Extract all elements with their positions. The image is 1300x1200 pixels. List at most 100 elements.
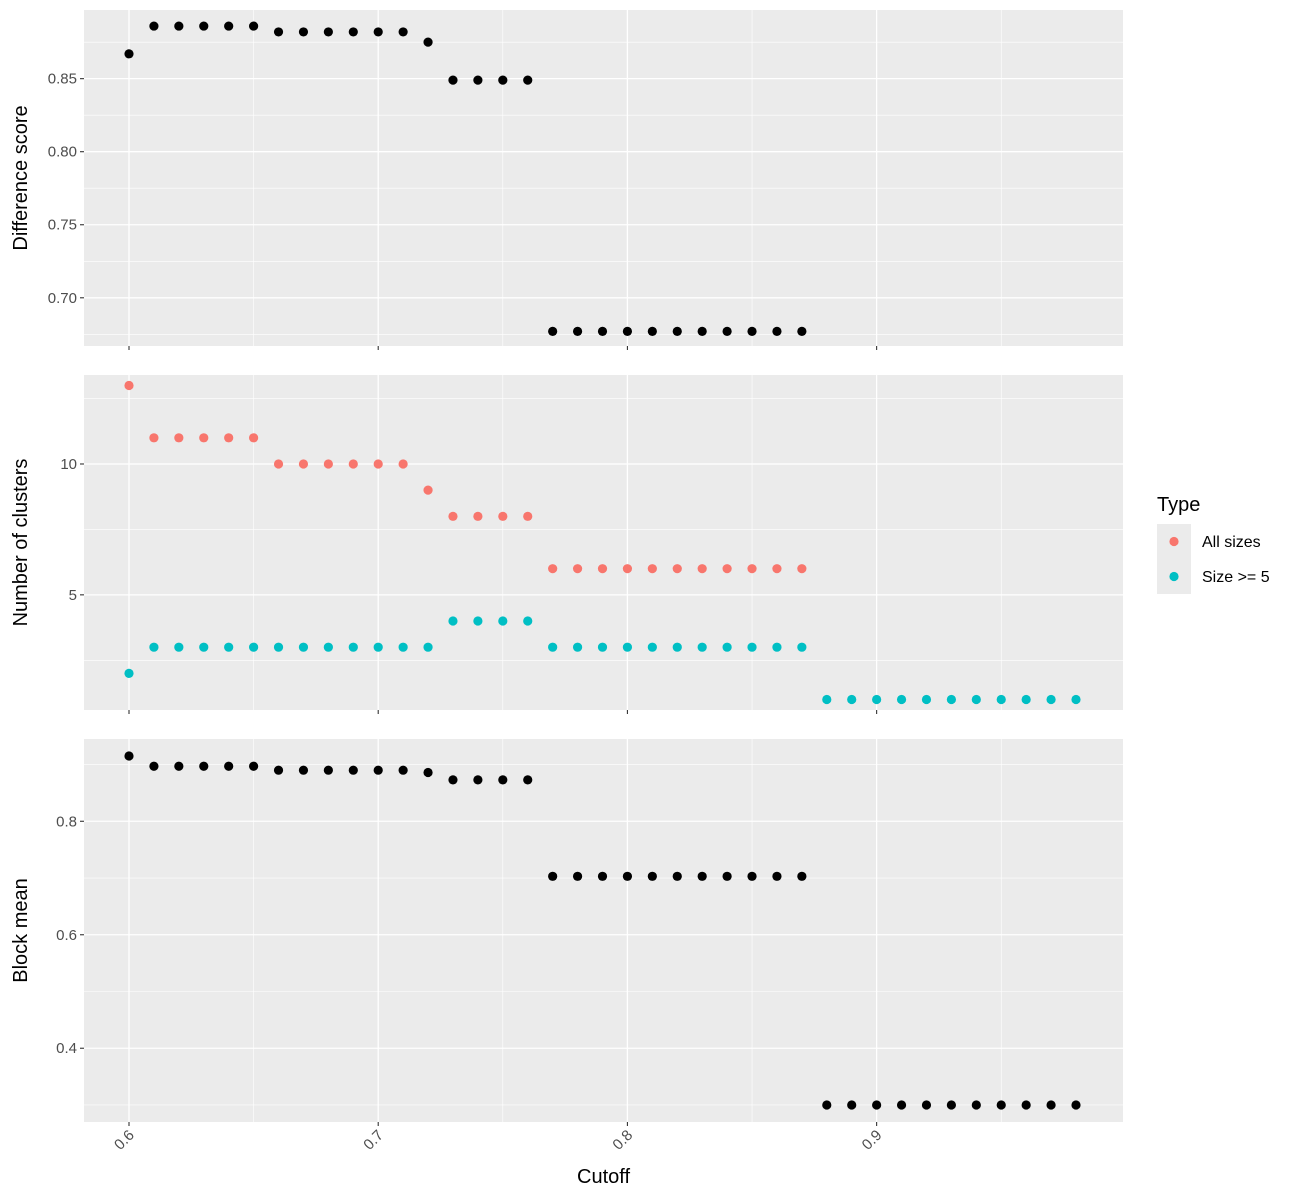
data-point xyxy=(946,1100,956,1110)
data-point xyxy=(448,511,458,521)
data-point xyxy=(572,642,583,652)
panel-background xyxy=(84,375,1123,710)
data-point xyxy=(523,775,533,785)
data-point xyxy=(149,642,159,652)
data-point xyxy=(423,767,433,778)
data-point xyxy=(597,564,608,574)
data-point xyxy=(872,1100,882,1110)
data-point xyxy=(348,765,358,775)
data-point xyxy=(124,49,134,59)
y-axis-title: Difference score xyxy=(10,105,32,250)
x-axis-title: Cutoff xyxy=(577,1166,630,1188)
data-point xyxy=(647,326,657,336)
data-point xyxy=(473,511,483,521)
panel-1: 0.70 0.75 0.80 0.85 Difference score xyxy=(10,10,1123,350)
data-point xyxy=(398,642,408,652)
data-point xyxy=(423,37,433,47)
data-point xyxy=(1021,1100,1031,1110)
data-point xyxy=(323,459,333,469)
data-point xyxy=(298,642,309,652)
data-point xyxy=(448,75,458,85)
data-point xyxy=(323,27,333,37)
data-point xyxy=(672,564,682,574)
data-point xyxy=(323,642,333,652)
data-point xyxy=(323,765,333,775)
data-point xyxy=(548,564,558,574)
data-point xyxy=(797,871,807,881)
data-point xyxy=(672,642,682,652)
legend-marker-size-ge-5 xyxy=(1169,571,1179,582)
data-point xyxy=(448,775,458,785)
data-point xyxy=(224,642,234,652)
data-point xyxy=(398,765,408,775)
data-point xyxy=(872,694,882,705)
data-point xyxy=(622,564,633,574)
x-tick-label: 0.7 xyxy=(360,1127,387,1154)
data-point xyxy=(1071,694,1081,705)
data-point xyxy=(174,761,184,771)
data-point xyxy=(199,642,209,652)
data-point xyxy=(722,871,732,881)
data-point xyxy=(996,1100,1006,1110)
data-point xyxy=(822,1100,832,1110)
data-point xyxy=(697,871,707,881)
y-tick-label: 0.75 xyxy=(48,217,77,234)
data-point xyxy=(174,642,184,652)
data-point xyxy=(398,459,408,469)
data-point xyxy=(199,761,209,771)
data-point xyxy=(672,326,682,336)
data-point xyxy=(572,871,583,881)
legend-label-all-sizes: All sizes xyxy=(1202,534,1261,551)
data-point xyxy=(971,694,981,705)
data-point xyxy=(298,459,309,469)
data-point xyxy=(473,616,483,626)
data-point xyxy=(224,433,234,443)
data-point xyxy=(249,21,259,31)
x-tick-label: 0.8 xyxy=(609,1127,636,1154)
data-point xyxy=(847,694,857,705)
data-point xyxy=(548,642,558,652)
data-point xyxy=(149,21,159,31)
legend-title: Type xyxy=(1157,494,1200,516)
data-point xyxy=(1071,1100,1081,1110)
data-point xyxy=(149,433,159,443)
data-point xyxy=(224,761,234,771)
data-point xyxy=(273,459,284,469)
legend: Type All sizes Size >= 5 xyxy=(1157,494,1270,594)
data-point xyxy=(572,326,583,336)
data-point xyxy=(249,642,259,652)
panel-background xyxy=(84,739,1123,1122)
y-tick-label: 10 xyxy=(60,456,77,473)
data-point xyxy=(896,1100,907,1110)
data-point xyxy=(174,21,184,31)
panels-layer: 0.70 0.75 0.80 0.85 Difference score 5 10 Numbe… xyxy=(10,10,1123,1154)
data-point xyxy=(523,511,533,521)
y-tick-label: 5 xyxy=(69,587,77,604)
y-tick-label: 0.70 xyxy=(48,290,77,307)
data-point xyxy=(946,694,956,705)
data-point xyxy=(124,380,134,391)
data-point xyxy=(697,326,707,336)
data-point xyxy=(647,642,657,652)
data-point xyxy=(174,433,184,443)
data-point xyxy=(772,642,782,652)
data-point xyxy=(772,326,782,336)
data-point xyxy=(1021,694,1031,705)
data-point xyxy=(548,326,558,336)
x-tick-label: 0.6 xyxy=(111,1127,138,1154)
y-tick-label: 0.8 xyxy=(56,813,77,830)
data-point xyxy=(772,564,782,574)
data-point xyxy=(199,21,209,31)
data-point xyxy=(523,616,533,626)
panel-3: 0.4 0.6 0.8 Block mean 0.6 0.7 0.8 0.9 xyxy=(10,739,1123,1154)
data-point xyxy=(348,459,358,469)
data-point xyxy=(647,564,657,574)
data-point xyxy=(423,642,433,652)
data-point xyxy=(423,485,433,495)
data-point xyxy=(971,1100,981,1110)
data-point xyxy=(822,694,832,705)
data-point xyxy=(772,871,782,881)
data-point xyxy=(722,564,732,574)
y-tick-label: 0.85 xyxy=(48,71,77,88)
data-point xyxy=(647,871,657,881)
